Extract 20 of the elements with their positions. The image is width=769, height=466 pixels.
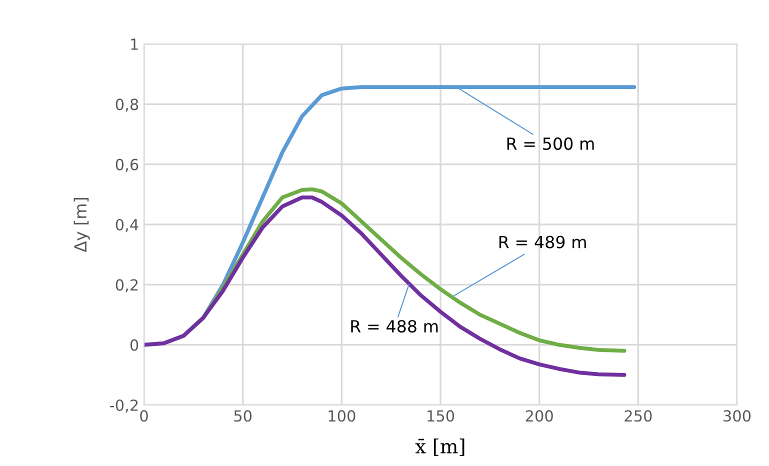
annotation: R = 488 m	[351, 320, 438, 333]
annotation: R = 489 m	[499, 236, 586, 248]
y-tick-label: 0,2	[116, 279, 138, 292]
y-tick-label: 1	[131, 38, 138, 50]
y-axis-title: Δy [m]	[74, 198, 90, 252]
y-tick-label: 0	[130, 339, 138, 351]
x-tick-label: 200	[526, 410, 553, 422]
y-tick-label: 0,6	[116, 158, 138, 172]
y-tick-label: 0,4	[116, 218, 138, 232]
annotation: R = 500 m	[507, 137, 594, 150]
x-tick-label: 250	[624, 410, 652, 422]
x-tick-label: 0	[140, 410, 148, 422]
x-tick-label: 300	[724, 410, 751, 422]
y-tick-label: 0,8	[116, 98, 138, 112]
x-tick-label: 100	[328, 410, 356, 422]
x-tick-label: 50	[234, 410, 252, 422]
x-tick-label: 150	[428, 410, 454, 422]
line-series	[144, 195, 626, 377]
x-axis-title: x̄ [m]	[415, 438, 464, 456]
y-tick-label: -0,2	[110, 399, 138, 413]
